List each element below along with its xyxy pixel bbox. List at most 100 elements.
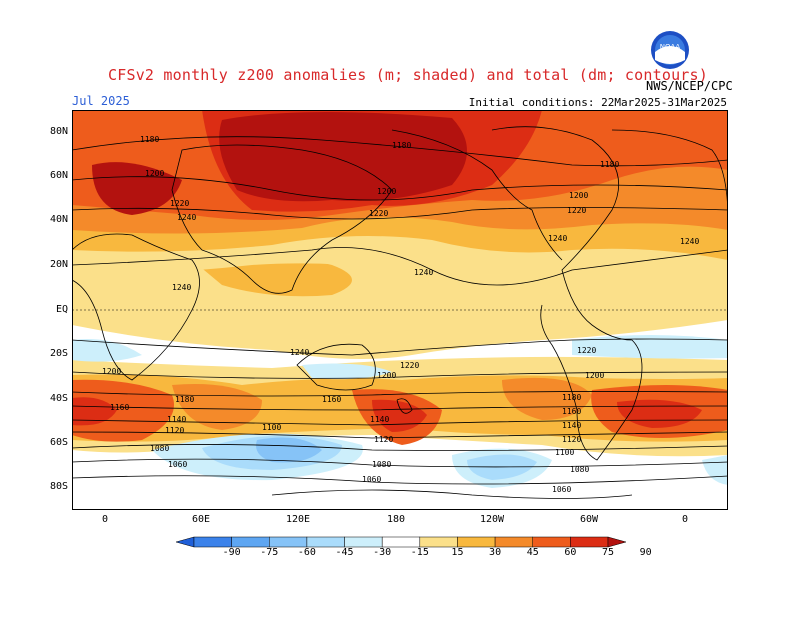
svg-text:1180: 1180 [392, 141, 411, 150]
colorbar-extend-high [607, 536, 626, 548]
svg-text:1120: 1120 [562, 435, 581, 444]
sh-neg-45-c [256, 437, 322, 463]
svg-text:1200: 1200 [377, 187, 396, 196]
sh-neg-15-b [572, 335, 728, 359]
svg-text:1120: 1120 [165, 426, 184, 435]
nh-anomaly-max [219, 111, 467, 202]
colorbar-tick-label: 75 [601, 547, 615, 558]
svg-text:1240: 1240 [172, 283, 191, 292]
lat-label-40n: 40N [49, 214, 68, 225]
svg-text:1220: 1220 [577, 346, 596, 355]
height-contours [72, 136, 728, 485]
svg-text:1060: 1060 [362, 475, 381, 484]
lon-label-120w: 120W [479, 514, 505, 525]
svg-text:1220: 1220 [400, 361, 419, 370]
lat-label-60n: 60N [49, 170, 68, 181]
lon-label-120e: 120E [285, 514, 311, 525]
svg-text:1200: 1200 [585, 371, 604, 380]
noaa-logo: NOAA [651, 31, 689, 69]
lon-label-60w: 60W [579, 514, 599, 525]
forecast-month: Jul 2025 [72, 94, 130, 108]
svg-text:1180: 1180 [562, 393, 581, 402]
colorbar-tick-label: 30 [489, 547, 502, 558]
colorbar-extend-low [176, 536, 195, 548]
svg-text:1180: 1180 [600, 160, 619, 169]
colorbar-tick-label: 90 [639, 547, 652, 558]
lon-label-0-east: 0 [681, 514, 689, 525]
svg-text:1220: 1220 [567, 206, 586, 215]
svg-text:1080: 1080 [570, 465, 589, 474]
colorbar-tick-label: -45 [335, 547, 354, 558]
svg-text:NOAA: NOAA [660, 43, 681, 51]
lat-label-eq: EQ [55, 304, 68, 315]
z200-anomaly-map: 1180 1180 1180 1200 1200 1200 1220 1220 … [72, 110, 728, 510]
sh-neg-15 [72, 339, 142, 362]
colorbar-segment [381, 536, 421, 548]
svg-text:1200: 1200 [569, 191, 588, 200]
colorbar-tick-label: -30 [373, 547, 392, 558]
svg-text:1240: 1240 [548, 234, 567, 243]
colorbar-segment [457, 536, 496, 548]
lon-label-60e: 60E [191, 514, 211, 525]
svg-text:1080: 1080 [372, 460, 391, 469]
colorbar-segment [532, 536, 571, 548]
colorbar-segment [419, 536, 458, 548]
svg-text:1240: 1240 [414, 268, 433, 277]
svg-text:1180: 1180 [140, 135, 159, 144]
svg-text:1120: 1120 [374, 435, 393, 444]
colorbar-tick-label: 60 [564, 547, 577, 558]
svg-text:1240: 1240 [177, 213, 196, 222]
sh-neg-15-f [302, 363, 392, 380]
svg-text:1160: 1160 [110, 403, 129, 412]
sh-anomaly-60-d [502, 377, 592, 420]
colorbar-segment [231, 536, 270, 548]
svg-text:1140: 1140 [370, 415, 389, 424]
lat-label-80s: 80S [49, 481, 68, 492]
coastlines [72, 126, 728, 499]
lat-label-20n: 20N [49, 259, 68, 270]
lon-label-180: 180 [386, 514, 406, 525]
colorbar-segment [306, 536, 345, 548]
svg-text:1200: 1200 [377, 371, 396, 380]
colorbar-tick-label: -90 [222, 547, 241, 558]
anomaly-colorbar [176, 536, 626, 548]
colorbar-tick-label: -75 [260, 547, 279, 558]
svg-text:1180: 1180 [175, 395, 194, 404]
map-title: CFSv2 monthly z200 anomalies (m; shaded)… [108, 66, 708, 84]
svg-text:1140: 1140 [562, 421, 581, 430]
lat-label-20s: 20S [49, 348, 68, 359]
nh-anomaly-max-west [92, 162, 182, 215]
svg-text:1080: 1080 [150, 444, 169, 453]
svg-text:1100: 1100 [262, 423, 281, 432]
sh-anomaly-75-w [72, 397, 117, 426]
svg-text:1200: 1200 [145, 169, 164, 178]
colorbar-segment [269, 536, 308, 548]
svg-text:1140: 1140 [167, 415, 186, 424]
svg-text:1220: 1220 [369, 209, 388, 218]
sh-anomaly-75-e [617, 399, 702, 428]
agency-label: NWS/NCEP/CPC [646, 79, 733, 93]
svg-text:1060: 1060 [168, 460, 187, 469]
colorbar-tick-label: 15 [451, 547, 464, 558]
sh-anomaly-60-west [72, 379, 174, 442]
svg-text:1100: 1100 [555, 448, 574, 457]
colorbar-segment [344, 536, 383, 548]
svg-text:1060: 1060 [552, 485, 571, 494]
lat-label-40s: 40S [49, 393, 68, 404]
svg-text:1240: 1240 [680, 237, 699, 246]
lat-label-60s: 60S [49, 437, 68, 448]
lon-label-0: 0 [101, 514, 109, 525]
colorbar-segment [570, 536, 609, 548]
initial-conditions: Initial conditions: 22Mar2025-31Mar2025 [468, 96, 727, 109]
svg-text:1240: 1240 [290, 348, 309, 357]
svg-text:1160: 1160 [562, 407, 581, 416]
colorbar-tick-label: -15 [410, 547, 429, 558]
colorbar-segment [494, 536, 533, 548]
svg-text:1200: 1200 [102, 367, 121, 376]
contour-labels: 1180 1180 1180 1200 1200 1200 1220 1220 … [102, 135, 699, 494]
colorbar-tick-label: 45 [526, 547, 539, 558]
lat-label-80n: 80N [49, 126, 68, 137]
svg-text:1220: 1220 [170, 199, 189, 208]
svg-text:1160: 1160 [322, 395, 341, 404]
colorbar-tick-label: -60 [297, 547, 316, 558]
